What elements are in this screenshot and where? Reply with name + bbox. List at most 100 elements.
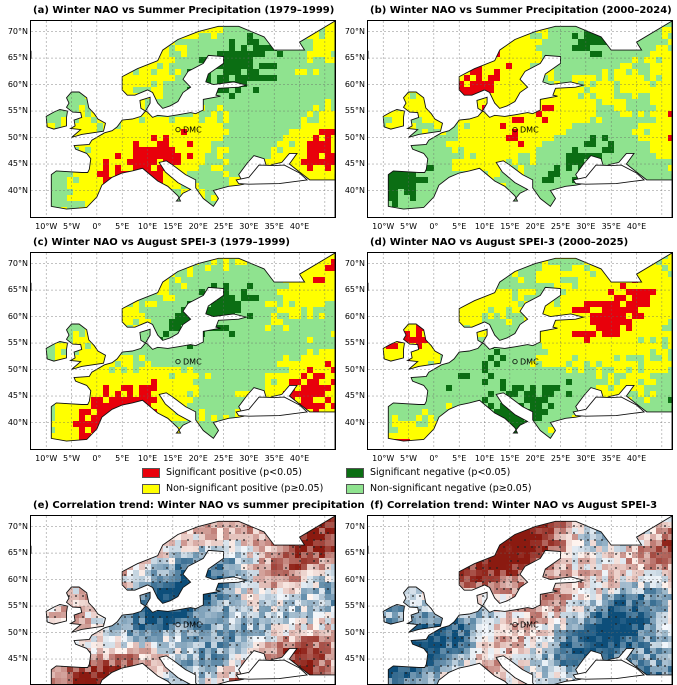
lat-tick-label: 70°N [341, 523, 365, 531]
dmc-label: DMC [520, 126, 539, 135]
lat-tick-label: 55°N [4, 602, 28, 610]
map-svg: DMC [31, 21, 335, 217]
legend-item-sig-neg: Significant negative (p<0.05) [346, 467, 510, 478]
lon-tick-label: 0° [92, 222, 101, 231]
map-winter-nao-precip-2000-2024: DMC [367, 20, 673, 218]
lon-tick-label: 30°E [576, 454, 595, 463]
lon-tick-label: 15°E [500, 454, 519, 463]
map-svg: DMC [31, 516, 335, 685]
lon-tick-label: 10°W [372, 454, 394, 463]
lon-tick-label: 30°E [239, 222, 258, 231]
lon-tick-label: 35°E [265, 454, 284, 463]
lon-tick-label: 10°E [475, 454, 494, 463]
lat-tick-label: 60°N [4, 81, 28, 89]
legend-item-nonsig-neg: Non-significant negative (p≥0.05) [346, 483, 532, 494]
lon-tick-label: 10°E [138, 222, 157, 231]
lon-tick-label: 10°E [475, 222, 494, 231]
lon-tick-label: 25°E [214, 454, 233, 463]
lat-tick-label: 60°N [341, 576, 365, 584]
lat-tick-label: 65°N [341, 549, 365, 557]
panel-title: (a) Winter NAO vs Summer Precipitation (… [33, 5, 334, 16]
lat-tick-label: 50°N [341, 366, 365, 374]
legend: Significant positive (p<0.05) Significan… [140, 465, 560, 499]
lon-tick-label: 40°E [627, 454, 646, 463]
panel-title: (f) Correlation trend: Winter NAO vs Aug… [370, 500, 657, 511]
lon-tick-label: 30°E [576, 222, 595, 231]
lon-tick-label: 5°E [115, 222, 129, 231]
lon-tick-label: 0° [429, 454, 438, 463]
map-correlation-trend-spei: DMC [367, 515, 673, 685]
lon-tick-label: 25°E [214, 222, 233, 231]
lat-tick-label: 60°N [4, 313, 28, 321]
lon-tick-label: 35°E [602, 454, 621, 463]
map-svg: DMC [368, 21, 672, 217]
lon-tick-label: 15°E [163, 454, 182, 463]
lat-tick-label: 55°N [4, 107, 28, 115]
lon-tick-label: 15°E [500, 222, 519, 231]
lat-tick-label: 65°N [4, 286, 28, 294]
lon-tick-label: 5°W [400, 454, 417, 463]
lat-tick-label: 60°N [341, 313, 365, 321]
lat-tick-label: 50°N [4, 629, 28, 637]
lon-tick-label: 0° [429, 222, 438, 231]
legend-item-nonsig-pos: Non-significant positive (p≥0.05) [142, 483, 323, 494]
lat-tick-label: 50°N [341, 629, 365, 637]
panel-title: (d) Winter NAO vs August SPEI-3 (2000–20… [370, 237, 628, 248]
lat-tick-label: 45°N [341, 160, 365, 168]
lat-tick-label: 40°N [341, 187, 365, 195]
lon-tick-label: 10°W [372, 222, 394, 231]
lon-tick-label: 5°E [452, 222, 466, 231]
lon-tick-label: 30°E [239, 454, 258, 463]
lon-tick-label: 35°E [602, 222, 621, 231]
lat-tick-label: 70°N [341, 28, 365, 36]
lon-tick-label: 25°E [551, 454, 570, 463]
lat-tick-label: 50°N [341, 134, 365, 142]
lon-tick-label: 40°E [627, 222, 646, 231]
map-winter-nao-precip-1979-1999: DMC [30, 20, 336, 218]
lon-tick-label: 20°E [189, 454, 208, 463]
panel-title: (b) Winter NAO vs Summer Precipitation (… [370, 5, 672, 16]
lon-tick-label: 25°E [551, 222, 570, 231]
map-svg: DMC [368, 253, 672, 449]
lat-tick-label: 55°N [341, 602, 365, 610]
panel-title: (e) Correlation trend: Winter NAO vs sum… [33, 500, 365, 511]
lat-tick-label: 45°N [341, 655, 365, 663]
lon-tick-label: 5°E [452, 454, 466, 463]
lat-tick-label: 70°N [4, 28, 28, 36]
lon-tick-label: 10°W [35, 454, 57, 463]
map-svg: DMC [31, 253, 335, 449]
legend-swatch [142, 468, 160, 478]
lat-tick-label: 40°N [4, 419, 28, 427]
lat-tick-label: 55°N [341, 107, 365, 115]
lon-tick-label: 15°E [163, 222, 182, 231]
lon-tick-label: 0° [92, 454, 101, 463]
lat-tick-label: 40°N [4, 187, 28, 195]
lat-tick-label: 50°N [4, 366, 28, 374]
map-winter-nao-spei-1979-1999: DMC [30, 252, 336, 450]
lat-tick-label: 65°N [341, 286, 365, 294]
dmc-label: DMC [183, 621, 202, 630]
lon-tick-label: 20°E [526, 454, 545, 463]
dmc-label: DMC [520, 621, 539, 630]
legend-swatch [346, 468, 364, 478]
lon-tick-label: 20°E [189, 222, 208, 231]
lat-tick-label: 60°N [341, 81, 365, 89]
lat-tick-label: 70°N [4, 260, 28, 268]
legend-item-sig-pos: Significant positive (p<0.05) [142, 467, 302, 478]
lon-tick-label: 20°E [526, 222, 545, 231]
dmc-label: DMC [183, 358, 202, 367]
lon-tick-label: 40°E [290, 454, 309, 463]
dmc-label: DMC [520, 358, 539, 367]
map-correlation-trend-precip: DMC [30, 515, 336, 685]
legend-swatch [142, 484, 160, 494]
lat-tick-label: 45°N [341, 392, 365, 400]
map-winter-nao-spei-2000-2025: DMC [367, 252, 673, 450]
lat-tick-label: 50°N [4, 134, 28, 142]
lat-tick-label: 70°N [341, 260, 365, 268]
legend-swatch [346, 484, 364, 494]
lon-tick-label: 10°W [35, 222, 57, 231]
lon-tick-label: 35°E [265, 222, 284, 231]
map-svg: DMC [368, 516, 672, 685]
lon-tick-label: 5°W [63, 222, 80, 231]
lon-tick-label: 40°E [290, 222, 309, 231]
